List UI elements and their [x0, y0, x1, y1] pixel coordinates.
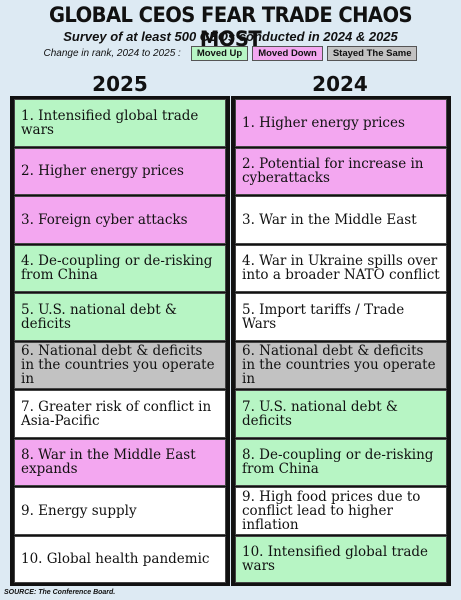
page-title: GLOBAL CEOS FEAR TRADE CHAOS MOST — [48, 3, 413, 51]
column-header-2024: 2024 — [312, 72, 368, 96]
rank-item-2024-3: 3. War in the Middle East — [235, 196, 447, 244]
rank-item-2024-1: 1. Higher energy prices — [235, 99, 447, 147]
rank-item-text: 2. Potential for increase in cyberattack… — [242, 156, 424, 187]
ranking-column-2024: 1. Higher energy prices 2. Potential for … — [231, 96, 451, 586]
rank-item-text: 9. High food prices due to conflict lead… — [242, 488, 421, 533]
ranking-column-2025: 1. Intensified global trade wars 2. Highe… — [10, 96, 230, 586]
rank-item-2024-9: 9. High food prices due to conflict lead… — [235, 487, 447, 535]
rank-item-2024-10: 10. Intensified global trade wars — [235, 535, 447, 583]
rank-item-text: 10. Intensified global trade wars — [242, 544, 429, 575]
rank-item-text: 4. De-coupling or de-risking from China — [21, 253, 213, 284]
page-subtitle: Survey of at least 500 CEOs conducted in… — [63, 29, 398, 44]
legend: Change in rank, 2024 to 2025 : Moved Up … — [0, 46, 461, 61]
rank-item-2024-6: 6. National debt & deficits in the count… — [235, 341, 447, 389]
rank-item-text: 4. War in Ukraine spills over into a bro… — [242, 253, 440, 284]
rank-item-text: 9. Energy supply — [21, 502, 137, 519]
rank-item-text: 1. Higher energy prices — [242, 114, 405, 131]
rank-item-text: 8. War in the Middle East expands — [21, 447, 196, 478]
rank-item-2025-8: 8. War in the Middle East expands — [14, 438, 226, 486]
rank-item-text: 1. Intensified global trade wars — [21, 107, 199, 138]
rank-item-2025-9: 9. Energy supply — [14, 487, 226, 535]
rank-item-2024-5: 5. Import tariffs / Trade Wars — [235, 293, 447, 341]
rank-item-text: 5. U.S. national debt & deficits — [21, 301, 177, 332]
rank-item-2025-6: 6. National debt & deficits in the count… — [14, 341, 226, 389]
rank-item-2024-4: 4. War in Ukraine spills over into a bro… — [235, 244, 447, 292]
rank-item-text: 6. National debt & deficits in the count… — [242, 343, 436, 388]
rank-item-2025-2: 2. Higher energy prices — [14, 147, 226, 195]
source-note: SOURCE: The Conference Board. — [4, 589, 116, 596]
rank-item-text: 5. Import tariffs / Trade Wars — [242, 301, 405, 332]
rank-item-text: 7. U.S. national debt & deficits — [242, 398, 398, 429]
rank-item-2024-7: 7. U.S. national debt & deficits — [235, 390, 447, 438]
rank-item-2025-7: 7. Greater risk of conflict in Asia-Paci… — [14, 390, 226, 438]
rank-item-text: 7. Greater risk of conflict in Asia-Paci… — [21, 398, 212, 429]
rank-item-text: 10. Global health pandemic — [21, 551, 210, 568]
rank-item-text: 8. De-coupling or de-risking from China — [242, 447, 434, 478]
rank-item-2025-10: 10. Global health pandemic — [14, 535, 226, 583]
column-header-2025: 2025 — [92, 72, 148, 96]
rank-item-text: 3. War in the Middle East — [242, 211, 417, 228]
rank-item-2025-1: 1. Intensified global trade wars — [14, 99, 226, 147]
legend-stayed-same: Stayed The Same — [326, 46, 418, 61]
legend-moved-up: Moved Up — [190, 46, 249, 61]
rank-item-2025-4: 4. De-coupling or de-risking from China — [14, 244, 226, 292]
rank-item-2025-3: 3. Foreign cyber attacks — [14, 196, 226, 244]
rank-item-text: 2. Higher energy prices — [21, 163, 184, 180]
rank-item-2024-2: 2. Potential for increase in cyberattack… — [235, 147, 447, 195]
legend-label: Change in rank, 2024 to 2025 : — [43, 48, 181, 59]
rank-item-2024-8: 8. De-coupling or de-risking from China — [235, 438, 447, 486]
rank-item-2025-5: 5. U.S. national debt & deficits — [14, 293, 226, 341]
legend-moved-down: Moved Down — [252, 46, 323, 61]
rank-item-text: 6. National debt & deficits in the count… — [21, 343, 215, 388]
rank-item-text: 3. Foreign cyber attacks — [21, 211, 188, 228]
